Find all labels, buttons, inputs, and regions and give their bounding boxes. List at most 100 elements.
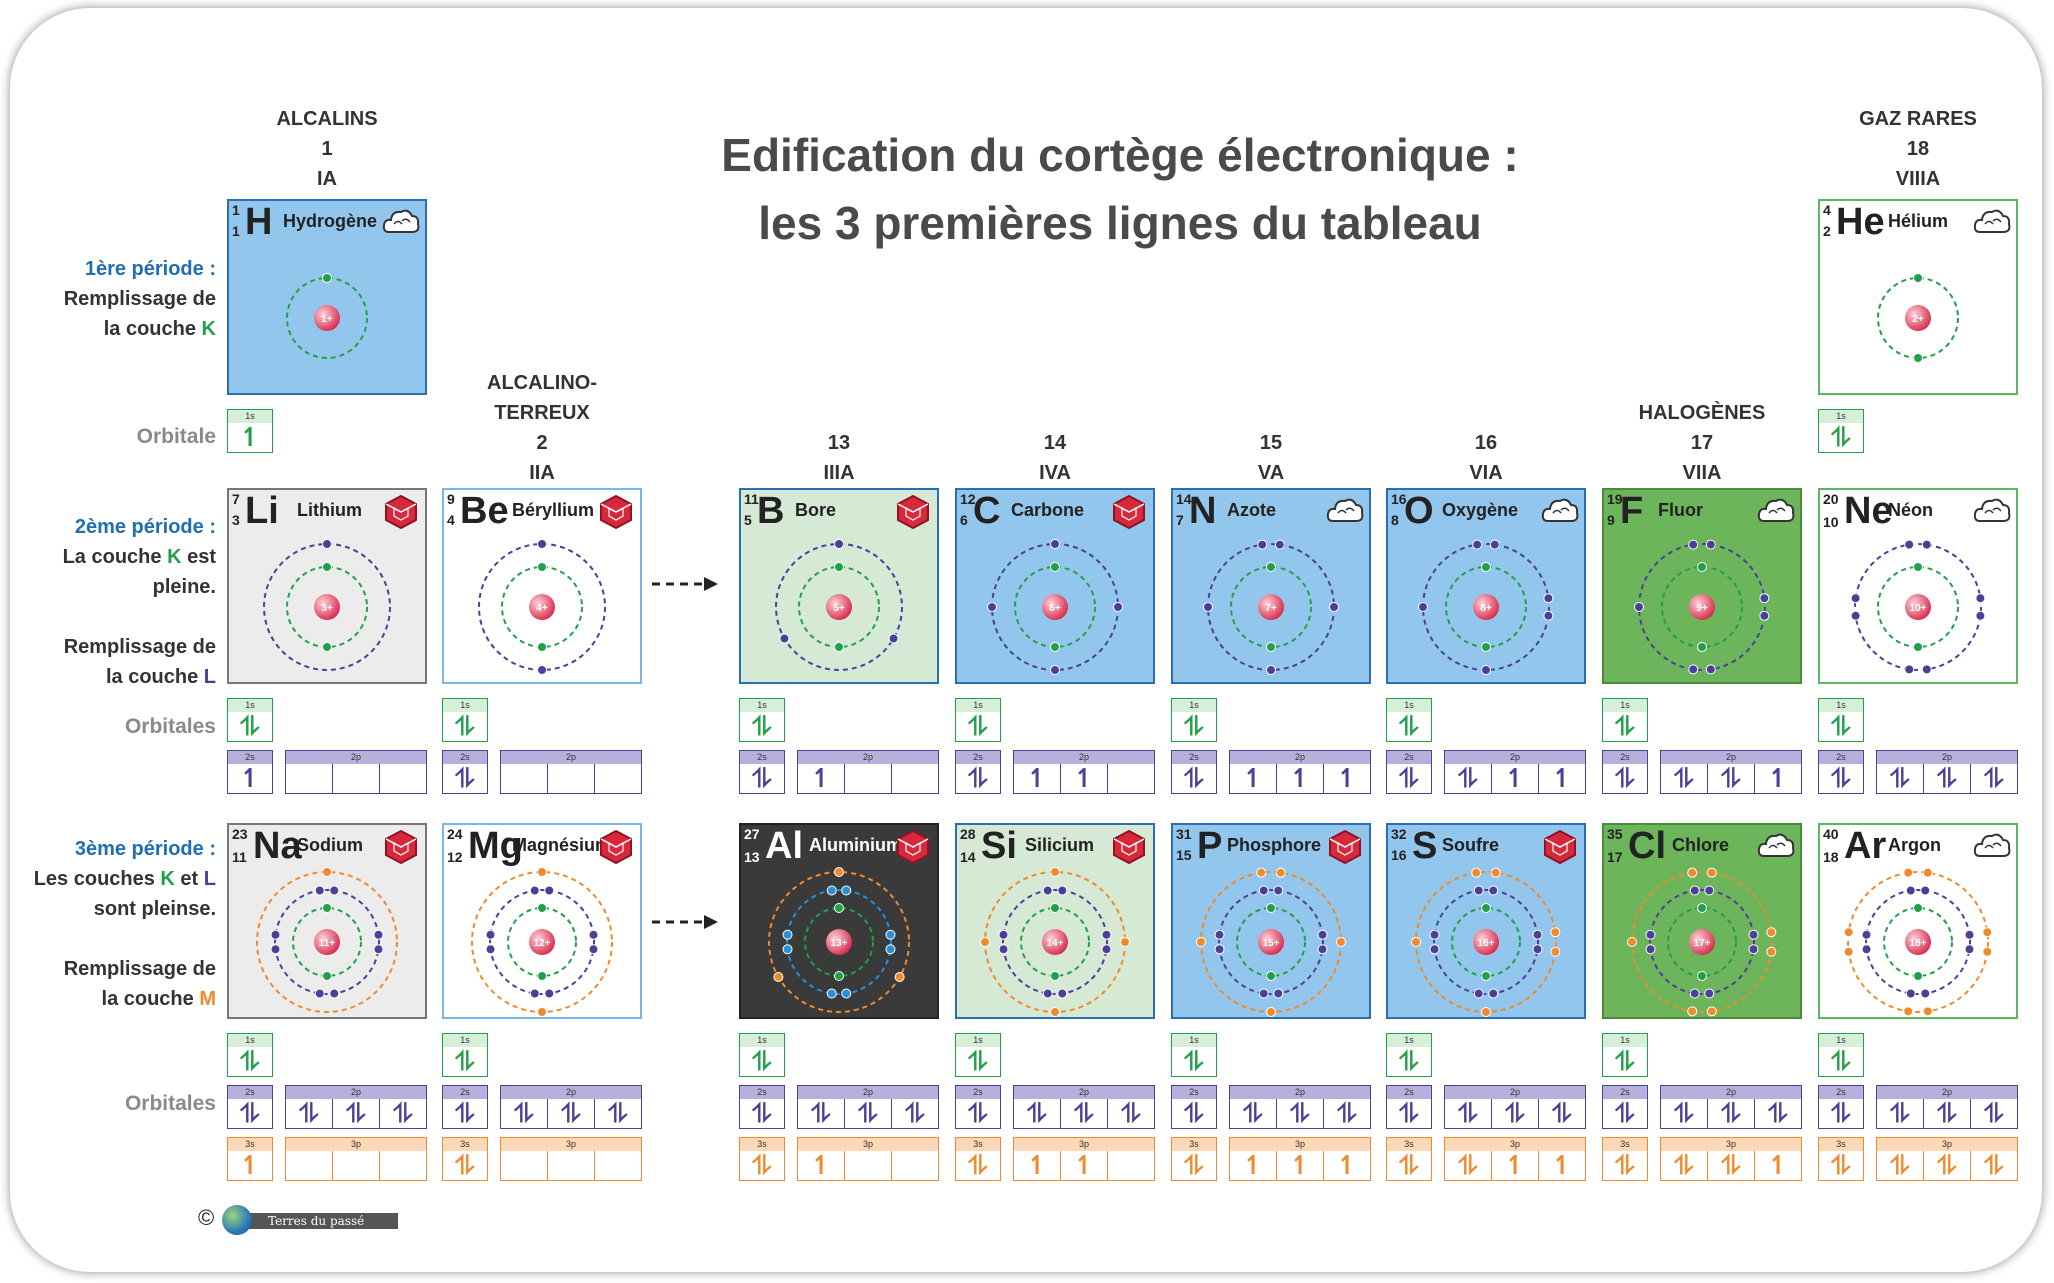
- period-3-label: 3ème période : Les couches K et L sont p…: [4, 834, 216, 1014]
- period-1-label: 1ère période : Remplissage de la couche …: [4, 254, 216, 344]
- atom-diagram-si: 14+: [980, 867, 1130, 1017]
- element-cell-h[interactable]: 1 1 H Hydrogène 1+: [227, 199, 427, 395]
- element-name: Soufre: [1442, 835, 1500, 855]
- element-symbol: P: [1197, 825, 1223, 867]
- electron: [834, 971, 844, 981]
- nucleus: [1042, 594, 1068, 620]
- solid-crystal-icon: [600, 494, 632, 530]
- element-cell-f[interactable]: 19 9 F Fluor 9+: [1602, 488, 1802, 684]
- atom-diagram-al: 13+: [768, 867, 910, 1013]
- solid-crystal-icon: [385, 829, 417, 865]
- electron: [1481, 642, 1491, 652]
- element-name: Hydrogène: [283, 211, 378, 231]
- atom-diagram-ne: 10+: [1850, 539, 1986, 675]
- orbital-label: 2s: [740, 751, 784, 764]
- mass-number: 7: [232, 491, 240, 507]
- atom-diagram-o: 8+: [1418, 539, 1554, 675]
- element-cell-be[interactable]: 9 4 Be Béryllium 4+: [442, 488, 642, 684]
- element-name: Magnésium: [512, 835, 612, 855]
- electron: [826, 885, 837, 896]
- electron: [1489, 539, 1500, 550]
- electron-shell-1: [798, 566, 880, 648]
- orbital-box: ⥮: [1184, 1149, 1204, 1180]
- orbital-box: ⥮: [1831, 1045, 1851, 1076]
- orbital-box: ⥮: [1674, 1149, 1694, 1180]
- element-cell-he[interactable]: 4 2 He Hélium 2+: [1818, 199, 2018, 395]
- period-3-line-2: sont pleinse.: [93, 898, 216, 920]
- element-cell-s[interactable]: 32 16 S Soufre 16+: [1386, 823, 1586, 1019]
- nucleus: [1258, 594, 1284, 620]
- element-cell-b[interactable]: 11 5 B Bore 5+: [739, 488, 939, 684]
- orbital-box: ⥮: [514, 1097, 534, 1128]
- nucleus: [1689, 594, 1715, 620]
- orbital-label: 2p: [501, 751, 641, 764]
- electron: [1913, 903, 1923, 913]
- element-cell-al[interactable]: 27 13 Al Aluminium 13+: [739, 823, 939, 1019]
- orbital-box: [501, 1151, 547, 1180]
- element-cell-na[interactable]: 23 11 Na Sodium 11+: [227, 823, 427, 1019]
- electron-shell-3: [768, 871, 910, 1013]
- orbital-box: [547, 1151, 594, 1180]
- group-13-number: 13: [827, 432, 851, 454]
- orbital-box: ⥮: [1615, 710, 1635, 741]
- orbital-1s: 1s ⥮: [1602, 1033, 1648, 1077]
- element-cell-mg[interactable]: 24 12 Mg Magnésium 12+: [442, 823, 642, 1019]
- orbital-box: ↿: [1754, 763, 1801, 793]
- orbital-2s: 2s ⥮: [1386, 750, 1432, 794]
- electron: [1481, 562, 1491, 572]
- electron: [537, 903, 547, 913]
- electron: [1861, 929, 1872, 940]
- orbital-box: [891, 764, 938, 793]
- atomic-number: 2: [1823, 223, 1831, 239]
- nucleus-charge: 16+: [1478, 938, 1495, 949]
- element-cell-n[interactable]: 14 7 N Azote 7+: [1171, 488, 1371, 684]
- element-cell-li[interactable]: 7 3 Li Lithium 3+: [227, 488, 427, 684]
- period-2-label: 2ème période : La couche K est pleine. R…: [4, 512, 216, 692]
- electron: [998, 929, 1009, 940]
- electron: [1913, 562, 1923, 572]
- orbital-box: ⥮: [1184, 762, 1204, 793]
- orbital-1s: 1s ⥮: [955, 698, 1001, 742]
- orbital-1s: 1s ↿: [227, 409, 273, 453]
- element-symbol: Si: [981, 825, 1017, 867]
- orbital-box: ⥮: [1491, 1098, 1538, 1128]
- nucleus: [1905, 929, 1931, 955]
- orbital-2s: 2s ⥮: [955, 750, 1001, 794]
- mass-number: 27: [744, 826, 760, 842]
- nucleus-charge: 15+: [1263, 938, 1280, 949]
- electron: [373, 944, 384, 955]
- element-cell-ne[interactable]: 20 10 Ne Néon 10+: [1818, 488, 2018, 684]
- orbital-label: 2p: [1661, 751, 1801, 764]
- orbital-2p: 2p ⥮ ↿ ↿: [1444, 750, 1586, 794]
- element-cell-si[interactable]: 28 14 Si Silicium 14+: [955, 823, 1155, 1019]
- element-cell-ar[interactable]: 40 18 Ar Argon 18+: [1818, 823, 2018, 1019]
- group-header-15: 15 VA: [1171, 428, 1371, 488]
- atomic-number: 12: [447, 849, 463, 865]
- element-cell-c[interactable]: 12 6 C Carbone 6+: [955, 488, 1155, 684]
- electron: [485, 929, 496, 940]
- nucleus: [314, 929, 340, 955]
- orbital-box: ⥮: [891, 1098, 938, 1128]
- electron: [1317, 944, 1328, 955]
- electron: [1336, 937, 1346, 947]
- atomic-number: 14: [960, 849, 976, 865]
- element-cell-cl[interactable]: 35 17 Cl Chlore 17+: [1602, 823, 1802, 1019]
- orbital-box: ⥮: [455, 1045, 475, 1076]
- element-cell-o[interactable]: 16 8 O Oxygène 8+: [1386, 488, 1586, 684]
- mass-number: 12: [960, 491, 976, 507]
- electron: [322, 562, 332, 572]
- gas-cloud-icon: [1541, 498, 1579, 522]
- group-18-number: 18: [1906, 138, 1930, 160]
- element-symbol: Al: [765, 825, 803, 867]
- orbital-label: 2s: [443, 1086, 487, 1099]
- element-cell-p[interactable]: 31 15 P Phosphore 15+: [1171, 823, 1371, 1019]
- group-1-name: ALCALINS: [276, 108, 378, 130]
- orbital-1s: 1s ⥮: [1818, 409, 1864, 453]
- electron: [322, 971, 332, 981]
- electron: [1850, 593, 1861, 604]
- nucleus-charge: 5+: [833, 603, 845, 614]
- orbital-box: ⥮: [379, 1098, 426, 1128]
- orbital-box: ⥮: [1674, 762, 1694, 793]
- orbital-label: 2p: [286, 751, 426, 764]
- orbital-box: ⥮: [968, 1097, 988, 1128]
